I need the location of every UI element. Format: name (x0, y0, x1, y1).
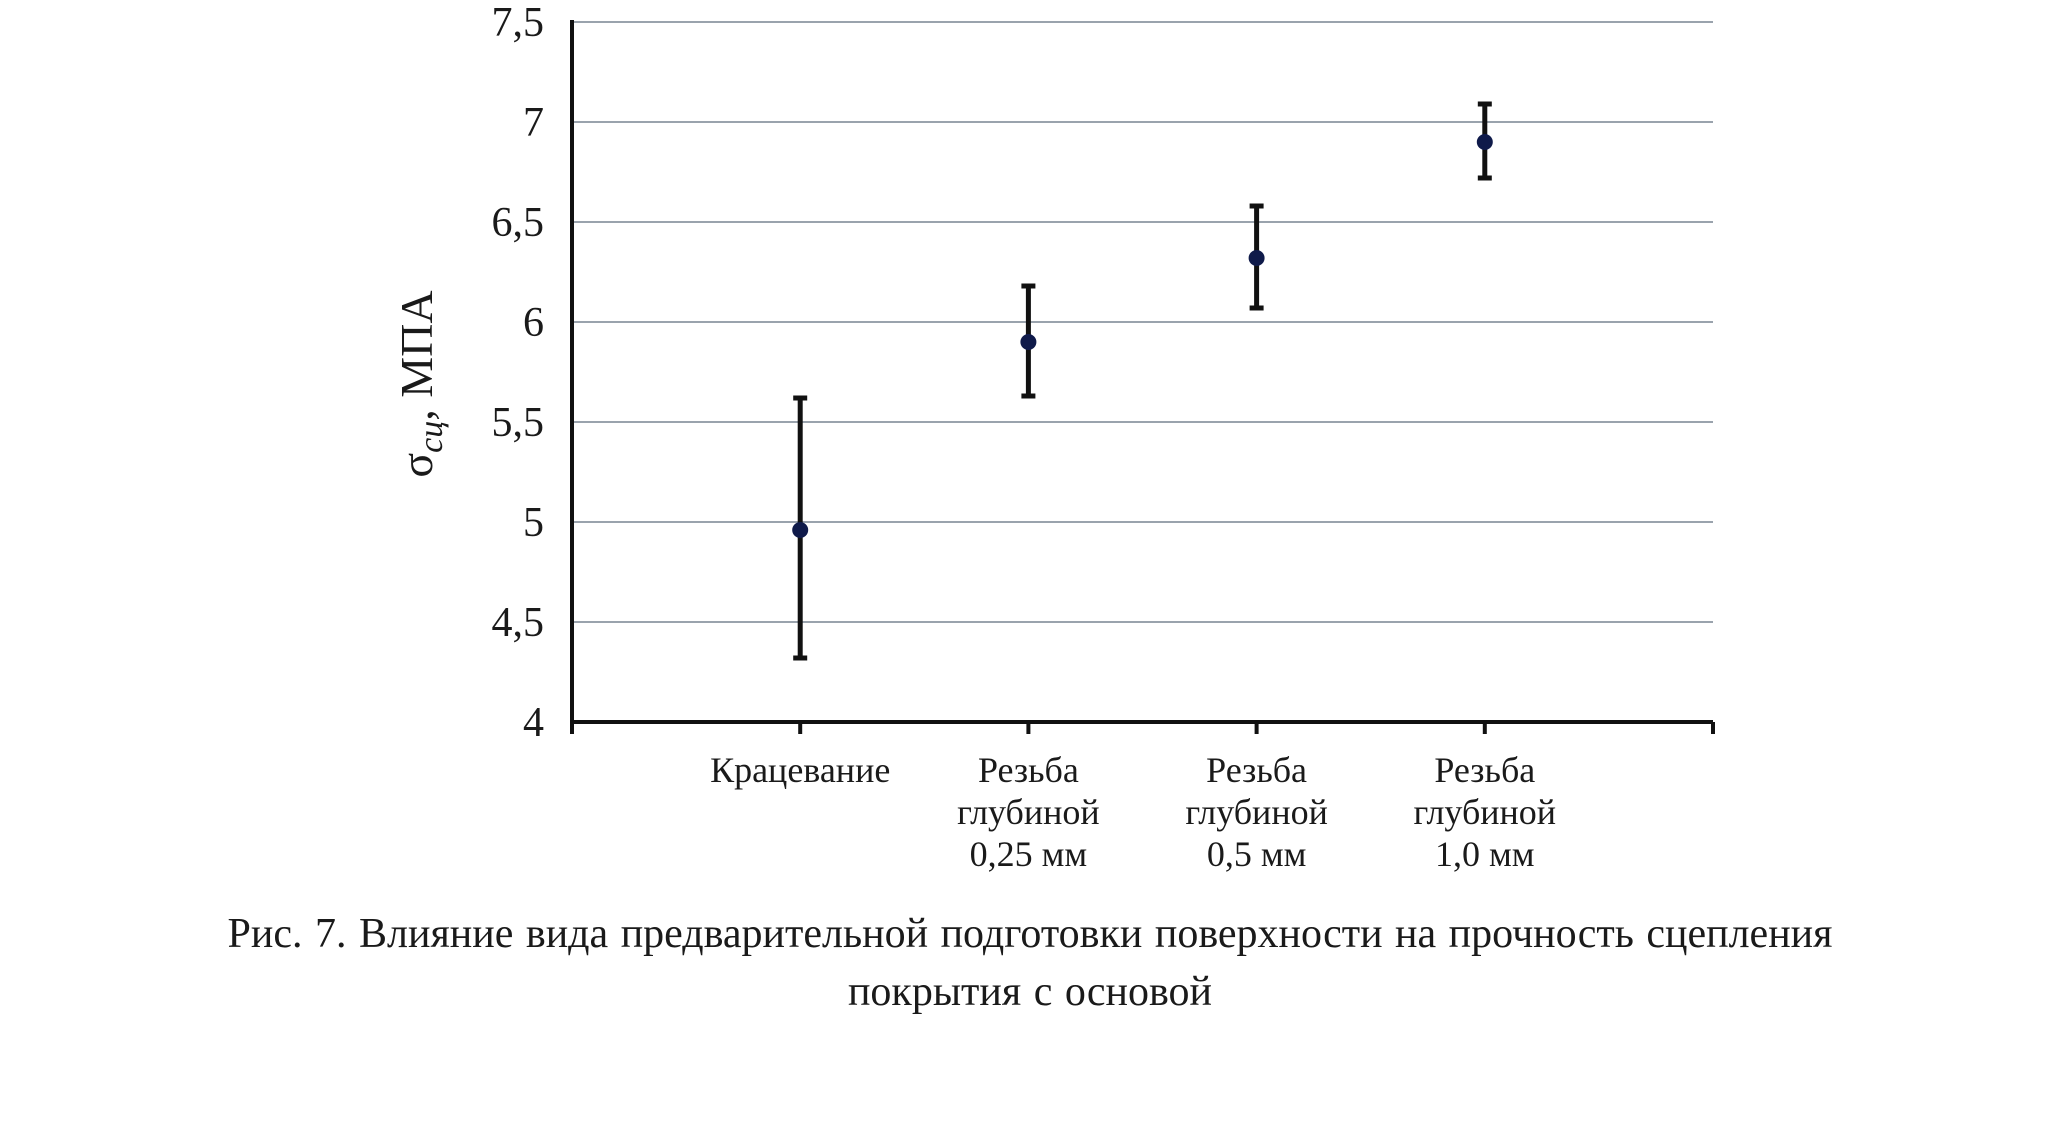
y-tick-label-2: 5 (523, 500, 544, 546)
y-axis-label-subscript: сц (413, 421, 450, 453)
caption-line-1: Рис. 7. Влияние вида предварительной под… (227, 911, 1833, 957)
axes (570, 20, 1715, 734)
x-tick-label-0: Крацевание (710, 750, 890, 790)
x-tick-label-1: Резьба глубиной 0,25 мм (957, 750, 1100, 874)
figure-caption: Рис. 7. Влияние вида предварительной под… (60, 905, 2000, 1021)
y-tick-label-0: 4 (523, 700, 544, 746)
y-axis-label-unit: , МПА (391, 290, 442, 420)
y-tick-label-7: 7,5 (492, 0, 545, 46)
y-tick-labels: 4 4,5 5 5,5 6 6,5 7 7,5 (492, 0, 545, 746)
data-points (792, 134, 1493, 538)
x-tick-label-0-line-0: Крацевание (710, 750, 890, 790)
data-point-2 (1248, 250, 1265, 266)
y-tick-label-1: 4,5 (492, 600, 545, 646)
y-axis-label-symbol: σ (391, 453, 442, 478)
x-tick-label-2-line-1: глубиной (1185, 792, 1328, 832)
x-tick-label-3-line-0: Резьба (1434, 750, 1535, 790)
y-tick-label-3: 5,5 (492, 400, 545, 446)
x-tick-label-2-line-0: Резьба (1206, 750, 1307, 790)
x-tick-label-1-line-1: глубиной (957, 792, 1100, 832)
x-tick-label-1-line-0: Резьба (978, 750, 1079, 790)
x-tick-label-3: Резьба глубиной 1,0 мм (1414, 750, 1557, 874)
y-tick-label-6: 7 (523, 100, 544, 146)
x-tick-label-1-line-2: 0,25 мм (970, 834, 1088, 874)
x-tick-label-2: Резьба глубиной 0,5 мм (1185, 750, 1328, 874)
x-tick-label-2-line-2: 0,5 мм (1207, 834, 1307, 874)
gridlines (572, 21, 1713, 623)
data-point-3 (1476, 134, 1493, 150)
caption-line-2: покрытия с основой (847, 969, 1213, 1015)
y-tick-label-4: 6 (523, 300, 544, 346)
y-tick-label-5: 6,5 (492, 200, 545, 246)
x-tick-label-3-line-2: 1,0 мм (1435, 834, 1535, 874)
error-bars (793, 101, 1492, 661)
data-point-0 (792, 522, 809, 538)
chart: 44,555,566,577,5 Крацевание Резьба глубино… (391, 0, 1715, 874)
data-point-1 (1020, 334, 1037, 350)
y-axis-label: σсц, МПА (391, 290, 450, 477)
x-tick-label-3-line-1: глубиной (1414, 792, 1557, 832)
